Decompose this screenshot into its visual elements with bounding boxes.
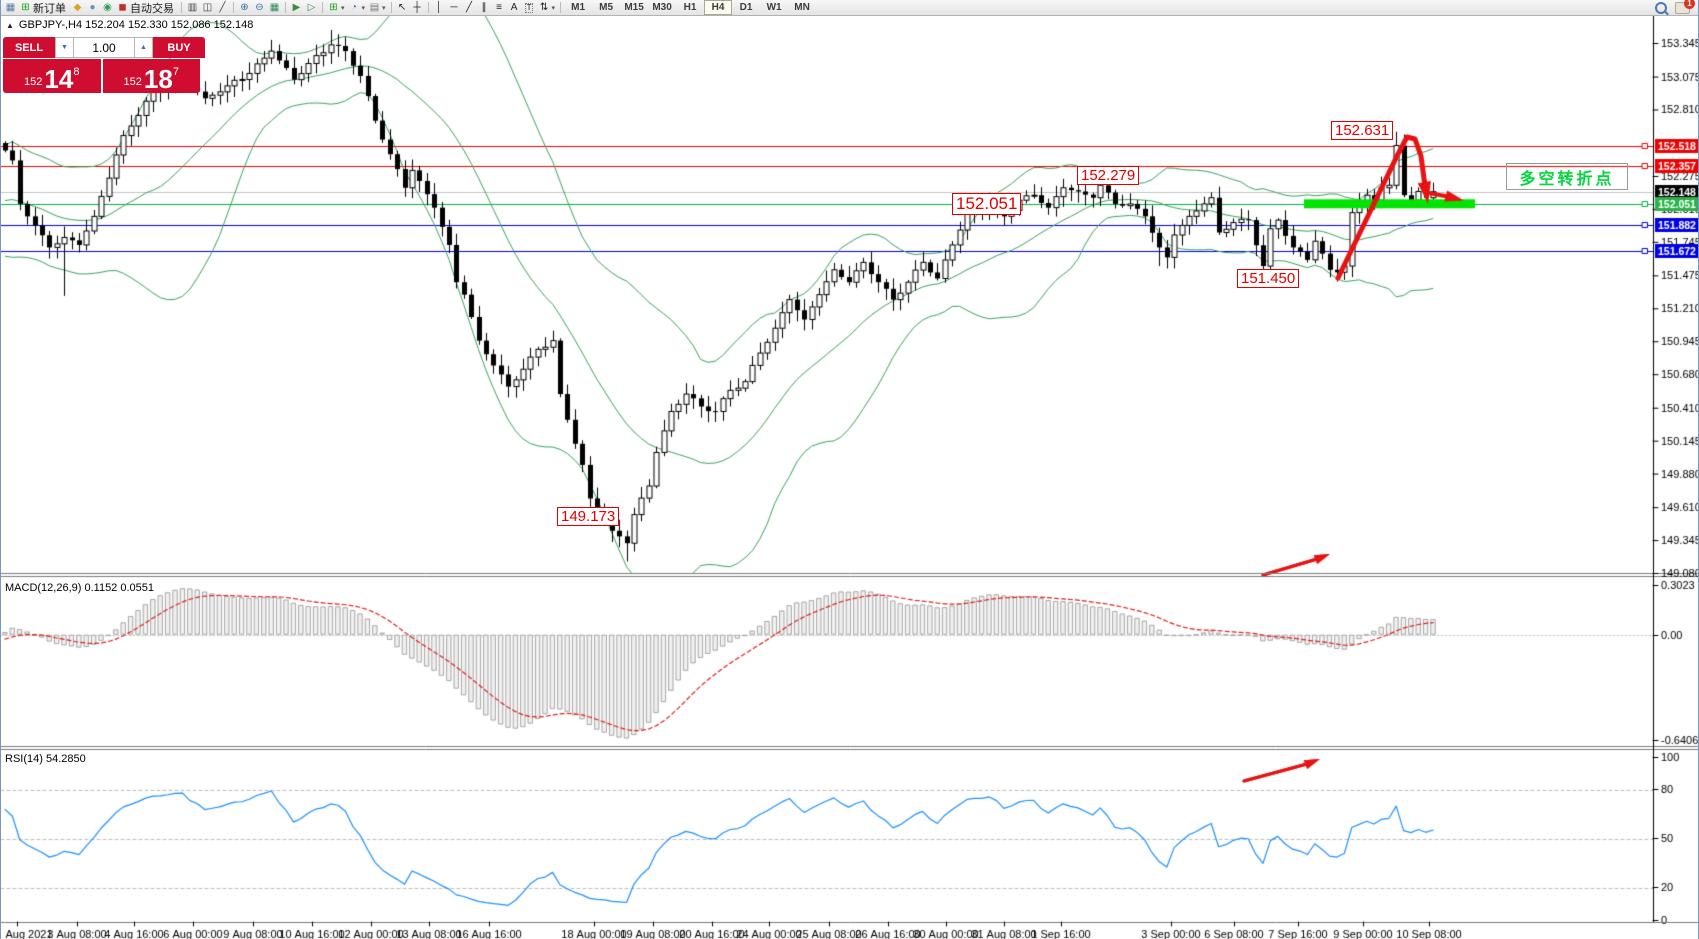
sell-price-sup: 8 <box>73 66 80 78</box>
arrows-icon[interactable]: ⇅ <box>539 1 549 13</box>
toolbar-separator <box>285 2 286 13</box>
new-order-button-label[interactable]: 新订单 <box>33 2 66 15</box>
turning-point-note[interactable]: 多空转折点 <box>1506 163 1628 190</box>
price-annotation-151.450[interactable]: 151.450 <box>1237 269 1300 289</box>
toolbar-separator <box>427 2 429 13</box>
chart-shift-icon[interactable]: ▷ <box>307 1 316 13</box>
toolbar: ▦ ⊞ 新订单 ◆ ● ◉ ◼ 自动交易 ▥ ◫ ╱ ⊕ ⊖ ▦ ▶ ▷ ⊞ ▾ ◔ ▾ ▤ ▾ ↖ ┼ │ ─ ╱ ∥ ≡ A T ⇅ ▾ M1… <box>1 0 1698 16</box>
tf-m30[interactable]: M30 <box>652 2 672 13</box>
sell-button[interactable]: SELL <box>3 37 55 58</box>
vertical-line-icon[interactable]: │ <box>435 1 443 13</box>
cursor-icon[interactable]: ↖ <box>397 1 407 13</box>
tf-m15[interactable]: M15 <box>624 2 644 13</box>
one-click-toggle-icon[interactable]: ▲ <box>6 20 14 30</box>
price-annotation-149.173[interactable]: 149.173 <box>557 507 620 527</box>
new-order-icon[interactable]: ⊞ <box>21 1 30 13</box>
symbol-ohlc-text: GBPJPY-,H4 152.204 152.330 152.086 152.1… <box>18 19 254 31</box>
chart-window-icon[interactable]: ▦ <box>5 1 16 13</box>
tf-m5[interactable]: M5 <box>599 2 614 13</box>
notification-icon[interactable]: 1 <box>1675 0 1695 14</box>
fibonacci-icon[interactable]: ≡ <box>496 1 502 13</box>
search-icon[interactable] <box>1655 1 1667 14</box>
trendline-icon[interactable]: ╱ <box>466 1 473 13</box>
auto-scroll-icon[interactable]: ▶ <box>292 1 301 13</box>
profile-icon[interactable]: ● <box>89 1 96 13</box>
bar-chart-icon[interactable]: ▥ <box>187 1 198 13</box>
sell-price-prefix: 152 <box>24 76 43 88</box>
volume-decrease-button[interactable]: ▼ <box>55 37 74 58</box>
dropdown-arrow-icon[interactable]: ▾ <box>361 4 366 12</box>
price-annotation-152.279[interactable]: 152.279 <box>1077 166 1140 186</box>
autotrading-icon[interactable]: ◼ <box>118 1 127 13</box>
community-icon[interactable]: ◆ <box>73 1 82 13</box>
toolbar-separator <box>390 2 392 13</box>
tile-windows-icon[interactable]: ▦ <box>269 1 280 13</box>
zoom-in-icon[interactable]: ⊕ <box>240 1 249 13</box>
sell-price-panel[interactable]: 152 14 8 <box>3 59 101 93</box>
crosshair-icon[interactable]: ┼ <box>413 1 421 13</box>
tf-m1[interactable]: M1 <box>571 2 586 13</box>
channel-icon[interactable]: ∥ <box>481 1 487 13</box>
templates-icon[interactable]: ▤ <box>369 1 380 13</box>
buy-price-sup: 7 <box>172 66 179 78</box>
line-chart-icon[interactable]: ╱ <box>219 1 226 13</box>
one-click-trading-panel: SELL ▼ ▲ BUY 152 14 8 152 18 7 <box>3 37 205 95</box>
periods-icon[interactable]: ◔ <box>350 1 358 13</box>
volume-input[interactable] <box>74 37 134 58</box>
sell-price-big: 14 <box>44 64 74 95</box>
volume-increase-button[interactable]: ▲ <box>134 37 153 58</box>
tf-w1[interactable]: W1 <box>766 2 782 13</box>
signals-icon[interactable]: ◉ <box>103 1 112 13</box>
price-annotation-152.051[interactable]: 152.051 <box>952 193 1022 215</box>
price-chart-canvas[interactable] <box>1 16 1698 939</box>
buy-price-prefix: 152 <box>123 76 142 88</box>
indicators-icon[interactable]: ⊞ <box>329 1 338 13</box>
tf-h1[interactable]: H1 <box>683 2 697 13</box>
tf-d1[interactable]: D1 <box>739 2 753 13</box>
zoom-out-icon[interactable]: ⊖ <box>255 1 264 13</box>
dropdown-arrow-icon[interactable]: ▾ <box>382 4 386 12</box>
text-icon[interactable]: A <box>510 1 518 13</box>
price-annotation-152.631[interactable]: 152.631 <box>1331 121 1394 141</box>
toolbar-separator <box>233 2 234 13</box>
candlestick-icon[interactable]: ◫ <box>202 1 213 13</box>
rsi-indicator-label: RSI(14) 54.2850 <box>5 753 86 765</box>
label-icon[interactable]: T <box>524 2 534 13</box>
notification-badge: 1 <box>1684 0 1695 9</box>
tf-mn[interactable]: MN <box>794 2 810 13</box>
toolbar-separator <box>560 2 562 13</box>
toolbar-right-group: 1 <box>1655 0 1696 14</box>
dropdown-arrow-icon[interactable]: ▾ <box>551 4 556 12</box>
dropdown-arrow-icon[interactable]: ▾ <box>341 4 345 12</box>
buy-button[interactable]: BUY <box>153 37 205 58</box>
buy-price-big: 18 <box>143 64 173 95</box>
toolbar-separator <box>181 2 182 13</box>
tf-h4[interactable]: H4 <box>704 0 733 15</box>
chart-area: ▲ GBPJPY-,H4 152.204 152.330 152.086 152… <box>1 16 1698 939</box>
horizontal-line-icon[interactable]: ─ <box>450 1 458 13</box>
toolbar-separator <box>322 2 323 13</box>
symbol-info: ▲ GBPJPY-,H4 152.204 152.330 152.086 152… <box>6 19 253 31</box>
macd-indicator-label: MACD(12,26,9) 0.1152 0.0551 <box>5 582 154 594</box>
autotrading-button-label[interactable]: 自动交易 <box>130 2 174 15</box>
buy-price-panel[interactable]: 152 18 7 <box>102 59 200 95</box>
